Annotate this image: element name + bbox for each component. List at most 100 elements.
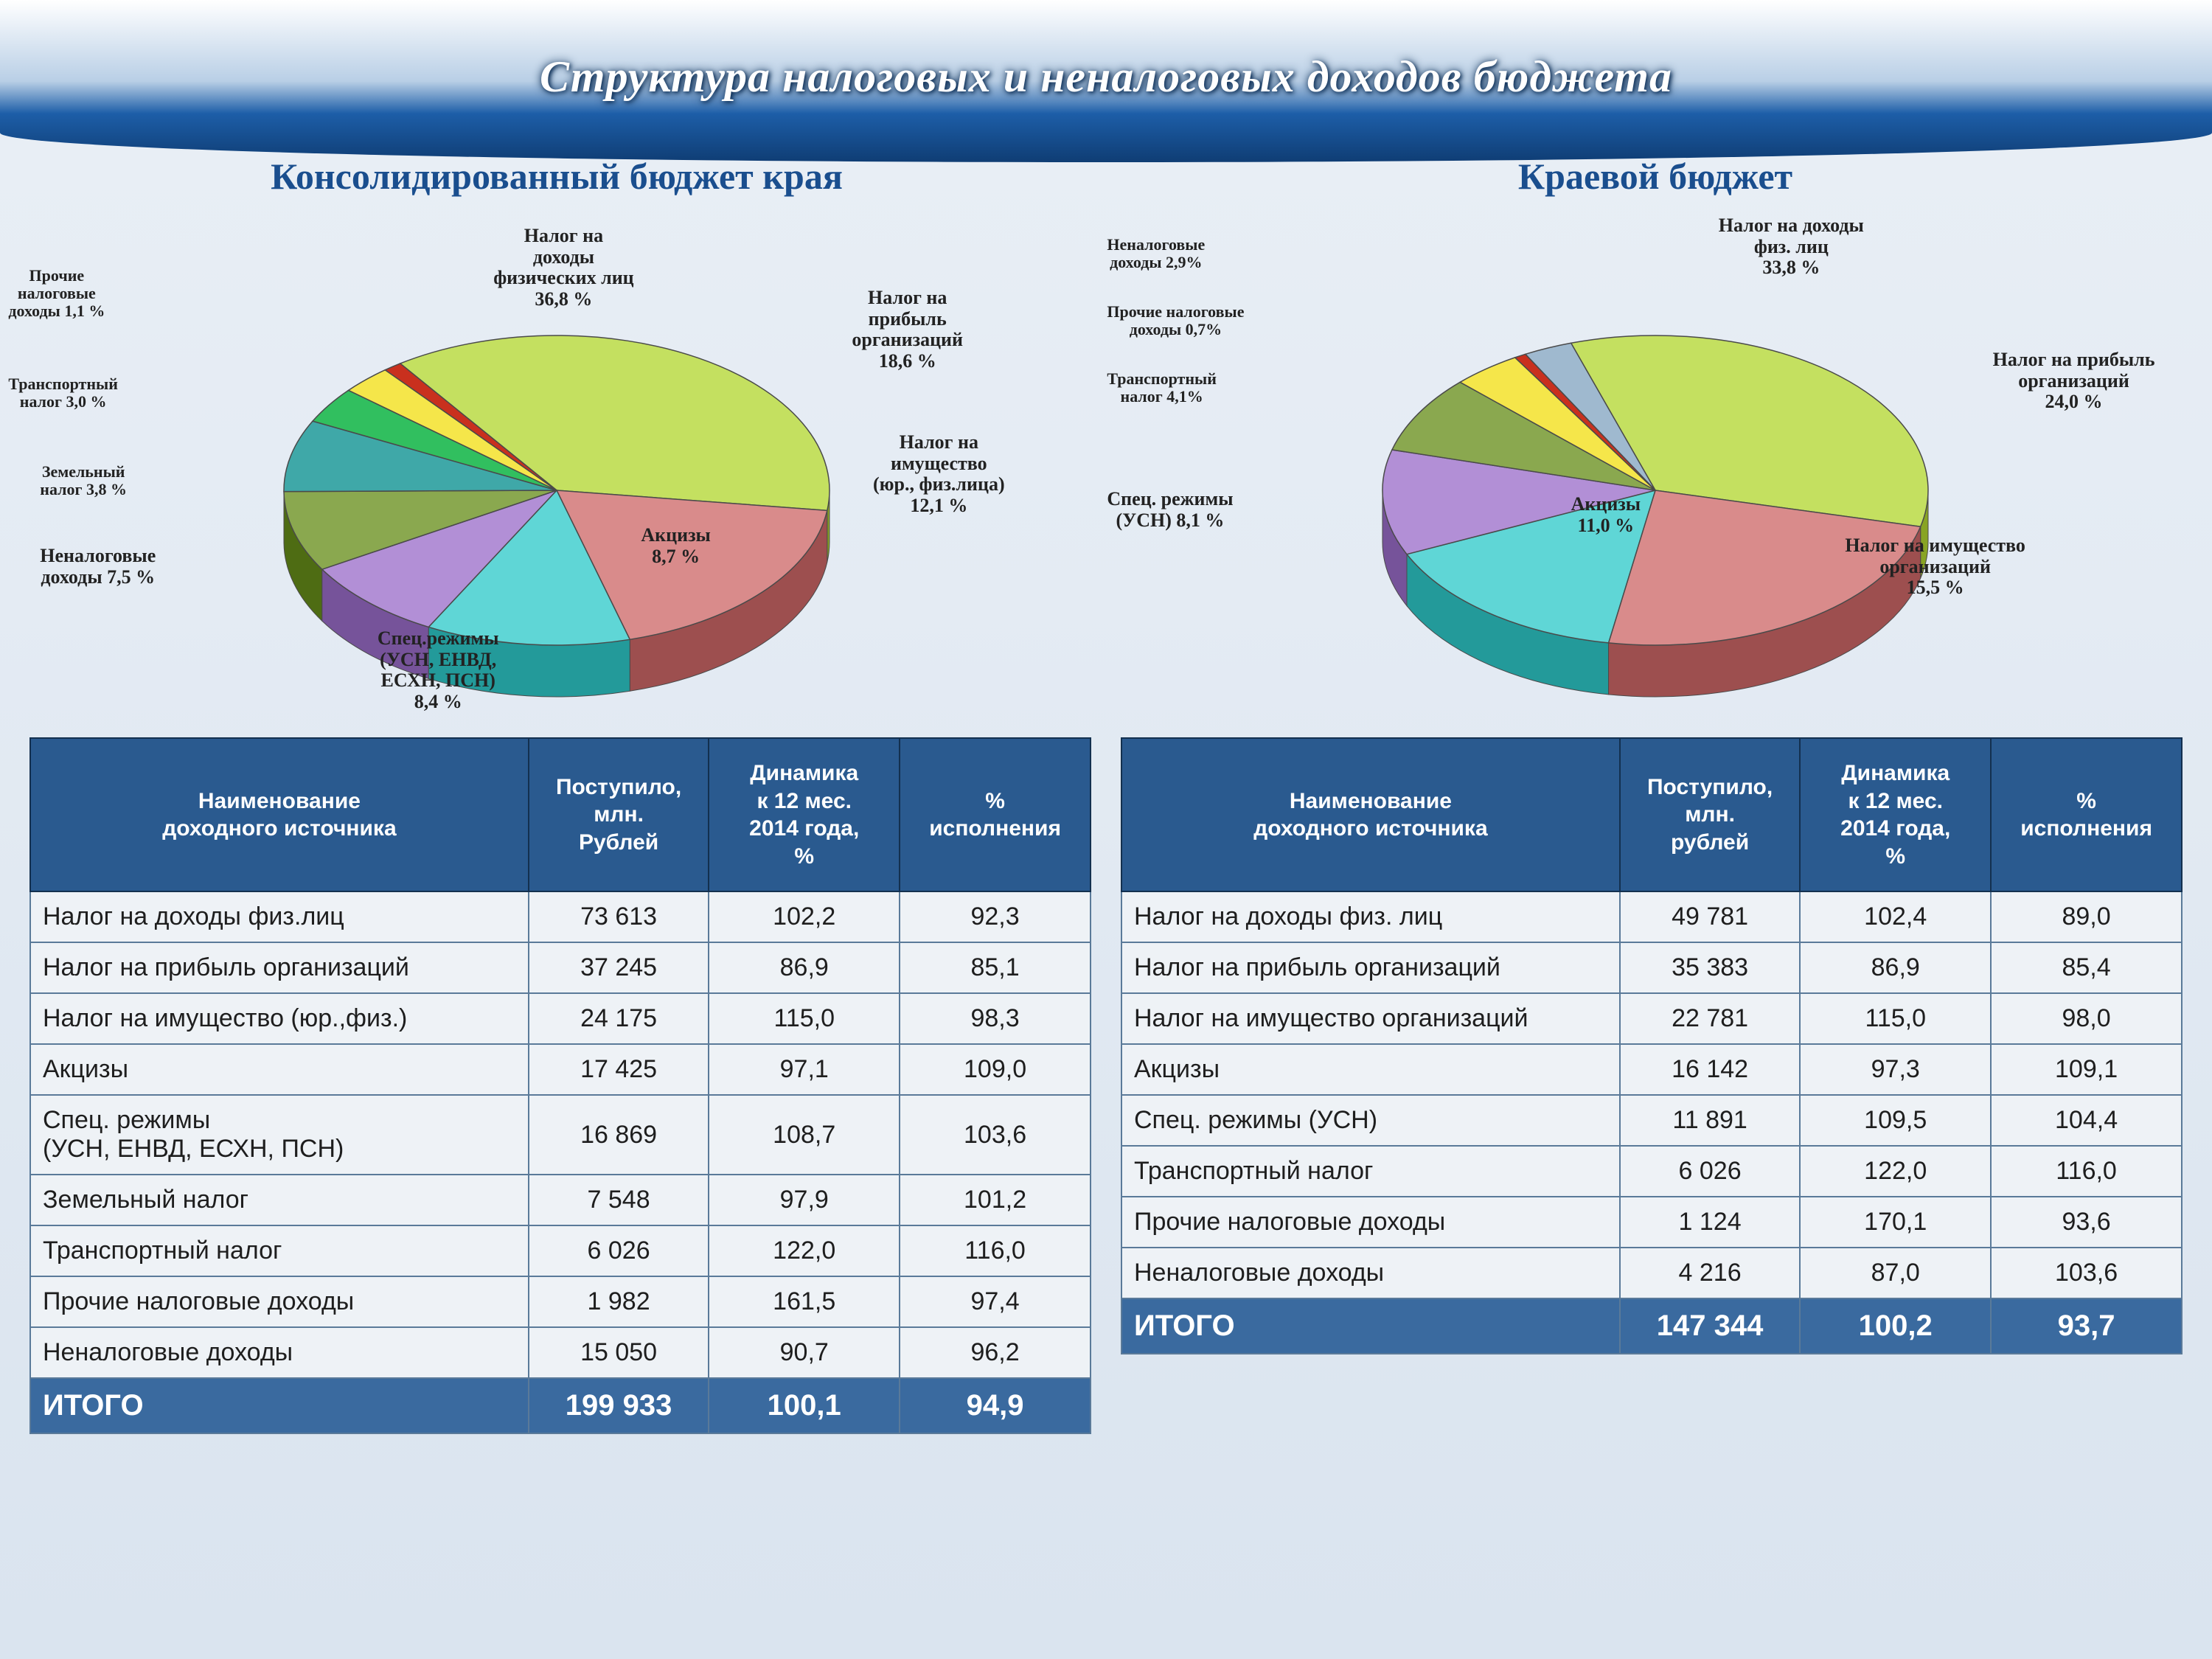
row-name: Неналоговые доходы bbox=[30, 1327, 529, 1378]
row-name: Акцизы bbox=[30, 1044, 529, 1095]
table-header: Динамикак 12 мес.2014 года,% bbox=[709, 738, 900, 891]
pie-chart-left: Налог на доходы физических лиц 36,8 %Нал… bbox=[29, 205, 1084, 721]
row-value: 1 124 bbox=[1620, 1197, 1800, 1248]
row-value: 97,4 bbox=[900, 1276, 1091, 1327]
row-value: 87,0 bbox=[1800, 1248, 1991, 1298]
total-value: 93,7 bbox=[1991, 1298, 2182, 1354]
table-row: Акцизы16 14297,3109,1 bbox=[1121, 1044, 2182, 1095]
chart-left-title: Консолидированный бюджет края bbox=[29, 155, 1084, 198]
chart-right-title: Краевой бюджет bbox=[1128, 155, 2183, 198]
table-row: Неналоговые доходы15 05090,796,2 bbox=[30, 1327, 1091, 1378]
total-value: 199 933 bbox=[529, 1378, 709, 1433]
table-header: Наименованиедоходного источника bbox=[1121, 738, 1620, 891]
table-row: Налог на имущество организаций22 781115,… bbox=[1121, 993, 2182, 1044]
row-value: 104,4 bbox=[1991, 1095, 2182, 1146]
table-row: Прочие налоговые доходы1 982161,597,4 bbox=[30, 1276, 1091, 1327]
row-name: Спец. режимы (УСН) bbox=[1121, 1095, 1620, 1146]
table-left: Наименованиедоходного источникаПоступило… bbox=[29, 737, 1091, 1637]
row-value: 86,9 bbox=[1800, 942, 1991, 993]
row-name: Налог на имущество (юр.,физ.) bbox=[30, 993, 529, 1044]
row-value: 85,4 bbox=[1991, 942, 2182, 993]
row-value: 24 175 bbox=[529, 993, 709, 1044]
row-value: 35 383 bbox=[1620, 942, 1800, 993]
row-value: 6 026 bbox=[529, 1225, 709, 1276]
row-value: 115,0 bbox=[709, 993, 900, 1044]
row-value: 102,2 bbox=[709, 891, 900, 942]
row-value: 17 425 bbox=[529, 1044, 709, 1095]
row-value: 116,0 bbox=[900, 1225, 1091, 1276]
row-name: Налог на доходы физ.лиц bbox=[30, 891, 529, 942]
row-name: Транспортный налог bbox=[30, 1225, 529, 1276]
total-label: ИТОГО bbox=[30, 1378, 529, 1433]
row-value: 37 245 bbox=[529, 942, 709, 993]
row-value: 16 869 bbox=[529, 1095, 709, 1175]
row-value: 90,7 bbox=[709, 1327, 900, 1378]
table-row: Спец. режимы (УСН)11 891109,5104,4 bbox=[1121, 1095, 2182, 1146]
total-label: ИТОГО bbox=[1121, 1298, 1620, 1354]
row-value: 170,1 bbox=[1800, 1197, 1991, 1248]
row-value: 102,4 bbox=[1800, 891, 1991, 942]
total-value: 100,1 bbox=[709, 1378, 900, 1433]
table-row: Неналоговые доходы4 21687,0103,6 bbox=[1121, 1248, 2182, 1298]
row-value: 49 781 bbox=[1620, 891, 1800, 942]
pie-slice-label: Прочие налоговые доходы 0,7% bbox=[1107, 303, 1244, 338]
chart-right-panel: Краевой бюджет Налог на доходы физ. лиц … bbox=[1128, 155, 2183, 715]
pie-slice-label: Транспортный налог 3,0 % bbox=[8, 375, 117, 411]
table-header: %исполнения bbox=[1991, 738, 2182, 891]
row-value: 109,5 bbox=[1800, 1095, 1991, 1146]
row-value: 109,0 bbox=[900, 1044, 1091, 1095]
table-header: Поступило,млн.Рублей bbox=[529, 738, 709, 891]
row-value: 97,3 bbox=[1800, 1044, 1991, 1095]
table-row: Налог на прибыль организаций37 24586,985… bbox=[30, 942, 1091, 993]
row-value: 16 142 bbox=[1620, 1044, 1800, 1095]
table-row: Земельный налог7 54897,9101,2 bbox=[30, 1175, 1091, 1225]
row-value: 103,6 bbox=[900, 1095, 1091, 1175]
row-name: Налог на прибыль организаций bbox=[30, 942, 529, 993]
row-value: 108,7 bbox=[709, 1095, 900, 1175]
row-value: 86,9 bbox=[709, 942, 900, 993]
row-name: Налог на прибыль организаций bbox=[1121, 942, 1620, 993]
row-value: 85,1 bbox=[900, 942, 1091, 993]
row-value: 103,6 bbox=[1991, 1248, 2182, 1298]
page-title: Структура налоговых и неналоговых доходо… bbox=[0, 52, 2212, 102]
pie-slice-label: Транспортный налог 4,1% bbox=[1107, 370, 1216, 406]
row-value: 4 216 bbox=[1620, 1248, 1800, 1298]
row-name: Налог на имущество организаций bbox=[1121, 993, 1620, 1044]
table-total-row: ИТОГО199 933100,194,9 bbox=[30, 1378, 1091, 1433]
table-right: Наименованиедоходного источникаПоступило… bbox=[1121, 737, 2183, 1637]
row-value: 109,1 bbox=[1991, 1044, 2182, 1095]
row-name: Акцизы bbox=[1121, 1044, 1620, 1095]
row-value: 97,1 bbox=[709, 1044, 900, 1095]
charts-row: Консолидированный бюджет края Налог на д… bbox=[29, 155, 2183, 715]
row-value: 122,0 bbox=[709, 1225, 900, 1276]
row-name: Транспортный налог bbox=[1121, 1146, 1620, 1197]
row-name: Земельный налог bbox=[30, 1175, 529, 1225]
pie-slice-label: Прочие налоговые доходы 1,1 % bbox=[8, 267, 105, 321]
table-row: Акцизы17 42597,1109,0 bbox=[30, 1044, 1091, 1095]
chart-left-panel: Консолидированный бюджет края Налог на д… bbox=[29, 155, 1084, 715]
row-value: 161,5 bbox=[709, 1276, 900, 1327]
row-name: Спец. режимы(УСН, ЕНВД, ЕСХН, ПСН) bbox=[30, 1095, 529, 1175]
row-value: 115,0 bbox=[1800, 993, 1991, 1044]
table-row: Налог на доходы физ.лиц73 613102,292,3 bbox=[30, 891, 1091, 942]
row-name: Прочие налоговые доходы bbox=[1121, 1197, 1620, 1248]
total-value: 147 344 bbox=[1620, 1298, 1800, 1354]
pie-slice-label: Неналоговые доходы 7,5 % bbox=[40, 546, 156, 588]
row-name: Прочие налоговые доходы bbox=[30, 1276, 529, 1327]
total-value: 100,2 bbox=[1800, 1298, 1991, 1354]
row-value: 6 026 bbox=[1620, 1146, 1800, 1197]
row-value: 11 891 bbox=[1620, 1095, 1800, 1146]
row-value: 93,6 bbox=[1991, 1197, 2182, 1248]
row-value: 97,9 bbox=[709, 1175, 900, 1225]
row-value: 98,3 bbox=[900, 993, 1091, 1044]
table-header: %исполнения bbox=[900, 738, 1091, 891]
table-row: Прочие налоговые доходы1 124170,193,6 bbox=[1121, 1197, 2182, 1248]
row-value: 98,0 bbox=[1991, 993, 2182, 1044]
pie-slice-label: Земельный налог 3,8 % bbox=[40, 463, 127, 498]
row-name: Неналоговые доходы bbox=[1121, 1248, 1620, 1298]
row-value: 101,2 bbox=[900, 1175, 1091, 1225]
row-value: 116,0 bbox=[1991, 1146, 2182, 1197]
row-value: 73 613 bbox=[529, 891, 709, 942]
row-value: 7 548 bbox=[529, 1175, 709, 1225]
row-value: 122,0 bbox=[1800, 1146, 1991, 1197]
